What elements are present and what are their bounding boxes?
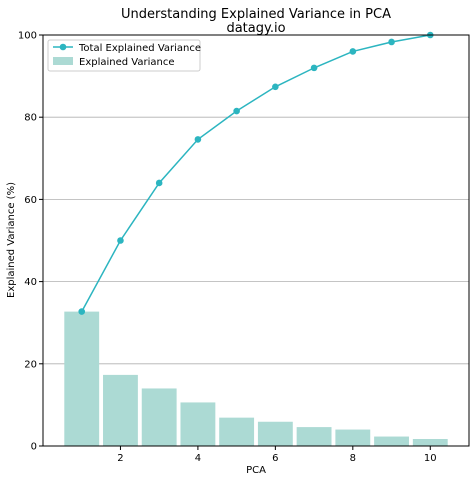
bar-pca-8	[335, 429, 371, 446]
total-variance-point-6	[272, 83, 279, 91]
total-variance-point-2	[117, 237, 124, 244]
bar-pca-6	[257, 421, 293, 446]
total-variance-line	[81, 34, 431, 312]
x-axis: 2 4 6 8 10	[117, 446, 437, 464]
bar-pca-1	[64, 311, 100, 446]
y-tick-label-100: 100	[18, 31, 37, 42]
legend-box	[47, 39, 201, 72]
y-tick-label-20: 20	[24, 359, 37, 370]
legend-marker-swatch	[59, 43, 67, 51]
bar-pca-4	[180, 402, 216, 446]
gridlines	[43, 116, 469, 365]
bar-pca-7	[296, 427, 332, 446]
bar-pca-5	[219, 417, 255, 446]
y-tick-label-60: 60	[24, 195, 37, 206]
y-axis: 0 20 40 60 80 100	[18, 31, 43, 453]
legend-label-explained: Explained Variance	[79, 57, 174, 68]
bar-pca-3	[141, 388, 177, 446]
y-axis-label: Explained Variance (%)	[6, 182, 17, 298]
legend-label-total: Total Explained Variance	[78, 43, 201, 54]
total-variance-point-8	[349, 48, 357, 55]
y-tick-label-0: 0	[31, 442, 37, 453]
bars-group	[64, 311, 448, 446]
x-tick-label-6: 6	[272, 453, 278, 464]
total-variance-point-7	[310, 64, 318, 72]
total-variance-point-9	[388, 38, 395, 46]
line-group	[78, 31, 434, 315]
legend: Total Explained Variance Explained Varia…	[47, 39, 201, 72]
legend-bar-swatch	[53, 57, 73, 65]
total-variance-point-3	[155, 179, 163, 187]
bar-pca-2	[103, 374, 138, 446]
y-tick-label-80: 80	[24, 113, 37, 124]
y-tick-label-40: 40	[24, 277, 37, 288]
total-variance-point-4	[194, 136, 202, 143]
plot-frame	[42, 34, 470, 447]
x-tick-label-4: 4	[195, 453, 201, 464]
x-tick-label-8: 8	[350, 453, 356, 464]
total-variance-point-5	[233, 107, 240, 115]
total-variance-point-1	[78, 308, 86, 315]
x-axis-label: PCA	[246, 465, 266, 476]
chart-title: Understanding Explained Variance in PCA	[121, 7, 391, 22]
chart-subtitle: datagy.io	[226, 21, 285, 36]
bar-pca-9	[374, 436, 409, 446]
x-tick-label-2: 2	[117, 453, 123, 464]
bar-pca-10	[412, 439, 448, 446]
x-tick-label-10: 10	[424, 453, 437, 464]
